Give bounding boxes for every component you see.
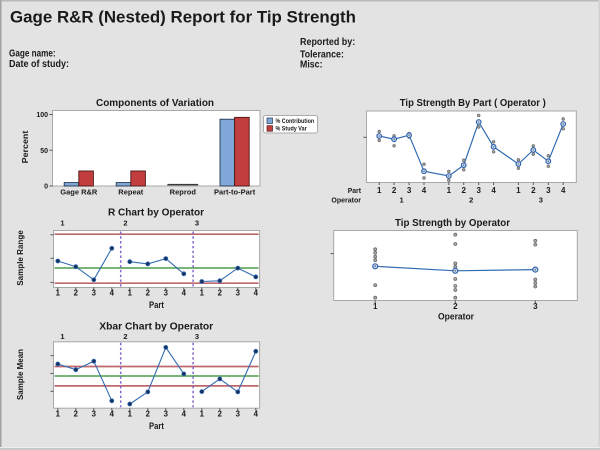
svg-text:1: 1 — [377, 186, 382, 195]
svg-text:2: 2 — [74, 289, 79, 298]
svg-text:2: 2 — [453, 302, 458, 311]
svg-text:1: 1 — [516, 186, 521, 195]
svg-text:% Study Var: % Study Var — [276, 127, 308, 133]
svg-text:1: 1 — [56, 409, 61, 418]
svg-text:2: 2 — [469, 196, 473, 205]
svg-text:Tip Strength by Operator: Tip Strength by Operator — [395, 218, 510, 229]
svg-text:3: 3 — [533, 302, 538, 311]
svg-text:1: 1 — [200, 289, 205, 298]
svg-text:3: 3 — [164, 289, 169, 298]
svg-text:4: 4 — [491, 186, 496, 195]
svg-text:3: 3 — [195, 332, 199, 341]
svg-text:3: 3 — [92, 289, 97, 298]
svg-text:Gage R&R (Nested) Report for T: Gage R&R (Nested) Report for Tip Strengt… — [10, 8, 356, 27]
svg-text:Date of study:: Date of study: — [9, 59, 69, 70]
svg-text:1: 1 — [128, 409, 133, 418]
svg-text:1: 1 — [373, 302, 378, 311]
svg-text:3: 3 — [539, 196, 543, 205]
svg-text:1: 1 — [400, 196, 404, 205]
svg-text:4: 4 — [422, 186, 427, 195]
svg-text:Part: Part — [149, 421, 164, 431]
svg-text:1: 1 — [56, 289, 61, 298]
svg-text:Components of Variation: Components of Variation — [96, 98, 214, 109]
svg-text:2: 2 — [392, 186, 397, 195]
svg-text:Gage name:: Gage name: — [9, 49, 56, 60]
svg-text:4: 4 — [254, 289, 259, 298]
svg-text:2: 2 — [531, 186, 536, 195]
svg-text:Sample Range: Sample Range — [16, 230, 25, 286]
svg-text:3: 3 — [236, 409, 241, 418]
svg-text:4: 4 — [110, 289, 115, 298]
svg-text:4: 4 — [561, 186, 566, 195]
svg-text:Tip Strength By Part ( Operato: Tip Strength By Part ( Operator ) — [400, 98, 546, 109]
svg-text:3: 3 — [407, 186, 412, 195]
svg-text:2: 2 — [461, 186, 466, 195]
svg-text:Misc:: Misc: — [300, 59, 323, 70]
svg-text:Part-to-Part: Part-to-Part — [214, 188, 256, 197]
svg-text:Gage R&R: Gage R&R — [60, 188, 98, 197]
svg-text:1: 1 — [60, 332, 64, 341]
svg-text:3: 3 — [236, 289, 241, 298]
svg-text:4: 4 — [182, 409, 187, 418]
svg-text:1: 1 — [200, 409, 205, 418]
svg-text:2: 2 — [146, 289, 151, 298]
svg-text:Part: Part — [348, 186, 362, 195]
svg-text:0: 0 — [44, 184, 48, 191]
svg-text:1: 1 — [447, 186, 452, 195]
svg-text:2: 2 — [218, 289, 223, 298]
svg-text:2: 2 — [218, 409, 223, 418]
svg-text:2: 2 — [123, 218, 127, 227]
svg-text:3: 3 — [546, 186, 551, 195]
svg-text:Sample Mean: Sample Mean — [16, 349, 25, 400]
svg-text:Tolerance:: Tolerance: — [300, 49, 344, 60]
svg-text:Xbar Chart by Operator: Xbar Chart by Operator — [99, 321, 213, 332]
svg-text:3: 3 — [92, 409, 97, 418]
svg-text:Percent: Percent — [21, 130, 30, 163]
svg-text:Reported by:: Reported by: — [300, 37, 355, 48]
svg-text:2: 2 — [74, 409, 79, 418]
svg-text:1: 1 — [60, 218, 64, 227]
svg-text:% Contribution: % Contribution — [276, 119, 315, 125]
svg-text:2: 2 — [123, 332, 127, 341]
svg-text:4: 4 — [182, 289, 187, 298]
svg-text:50: 50 — [40, 148, 48, 155]
svg-text:Operator: Operator — [438, 311, 475, 321]
svg-text:Repeat: Repeat — [118, 188, 144, 197]
svg-text:2: 2 — [146, 409, 151, 418]
svg-text:R Chart by Operator: R Chart by Operator — [108, 207, 204, 218]
svg-text:4: 4 — [254, 409, 259, 418]
svg-text:3: 3 — [164, 409, 169, 418]
svg-text:3: 3 — [476, 186, 481, 195]
svg-text:1: 1 — [128, 289, 133, 298]
svg-text:100: 100 — [36, 112, 48, 119]
svg-text:Operator: Operator — [331, 196, 361, 205]
svg-text:4: 4 — [110, 409, 115, 418]
svg-text:Part: Part — [149, 300, 164, 310]
svg-text:Reprod: Reprod — [170, 188, 197, 197]
svg-text:3: 3 — [195, 218, 199, 227]
